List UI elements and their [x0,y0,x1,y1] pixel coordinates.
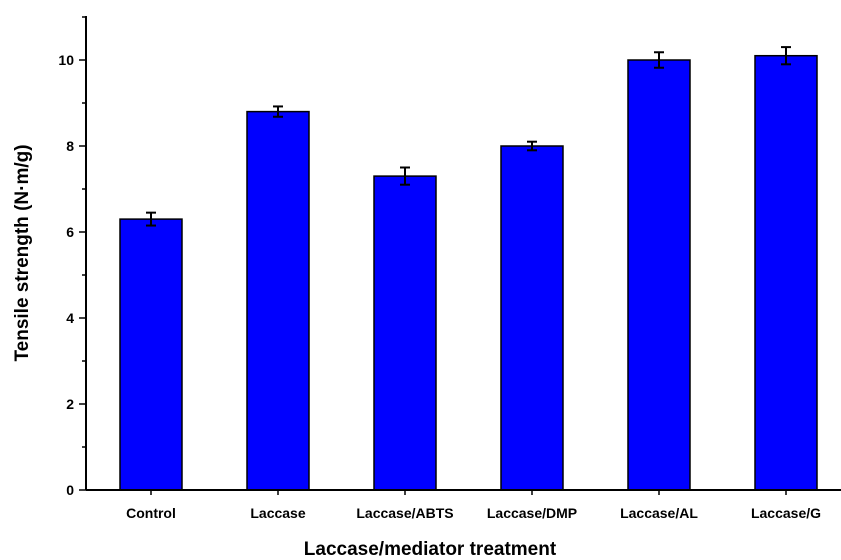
bar-laccase-abts [373,175,437,491]
y-tick-label: 4 [66,310,74,326]
y-tick-label: 6 [66,224,74,240]
plot-area [119,46,818,491]
y-tick-label: 10 [58,52,74,68]
y-tick-label: 2 [66,396,74,412]
x-tick-label: Control [126,505,176,521]
error-bar [527,140,537,152]
error-bar [146,211,156,227]
y-axis-ticks: 0 2 4 6 8 10 [58,16,86,498]
bar-laccase-dmp [500,145,564,491]
bar-laccase [246,110,310,491]
x-tick-label: Laccase/DMP [487,505,577,521]
x-axis-title: Laccase/mediator treatment [304,539,557,560]
x-axis-ticks: Control Laccase Laccase/ABTS Laccase/DMP Lac… [126,490,821,521]
bar-laccase-g [754,54,818,491]
y-axis-title: Tensile strength (N·m/g) [12,144,33,361]
x-tick-label: Laccase/G [751,505,821,521]
x-tick-label: Laccase/AL [620,505,698,521]
error-bar [654,51,664,69]
y-tick-label: 0 [66,482,74,498]
bar-laccase-al [627,59,691,491]
error-bar [781,46,791,66]
bar-control [119,218,183,491]
error-bar [400,166,410,186]
error-bar [273,105,283,118]
y-tick-label: 8 [66,138,74,154]
x-tick-label: Laccase [250,505,305,521]
x-tick-label: Laccase/ABTS [356,505,453,521]
